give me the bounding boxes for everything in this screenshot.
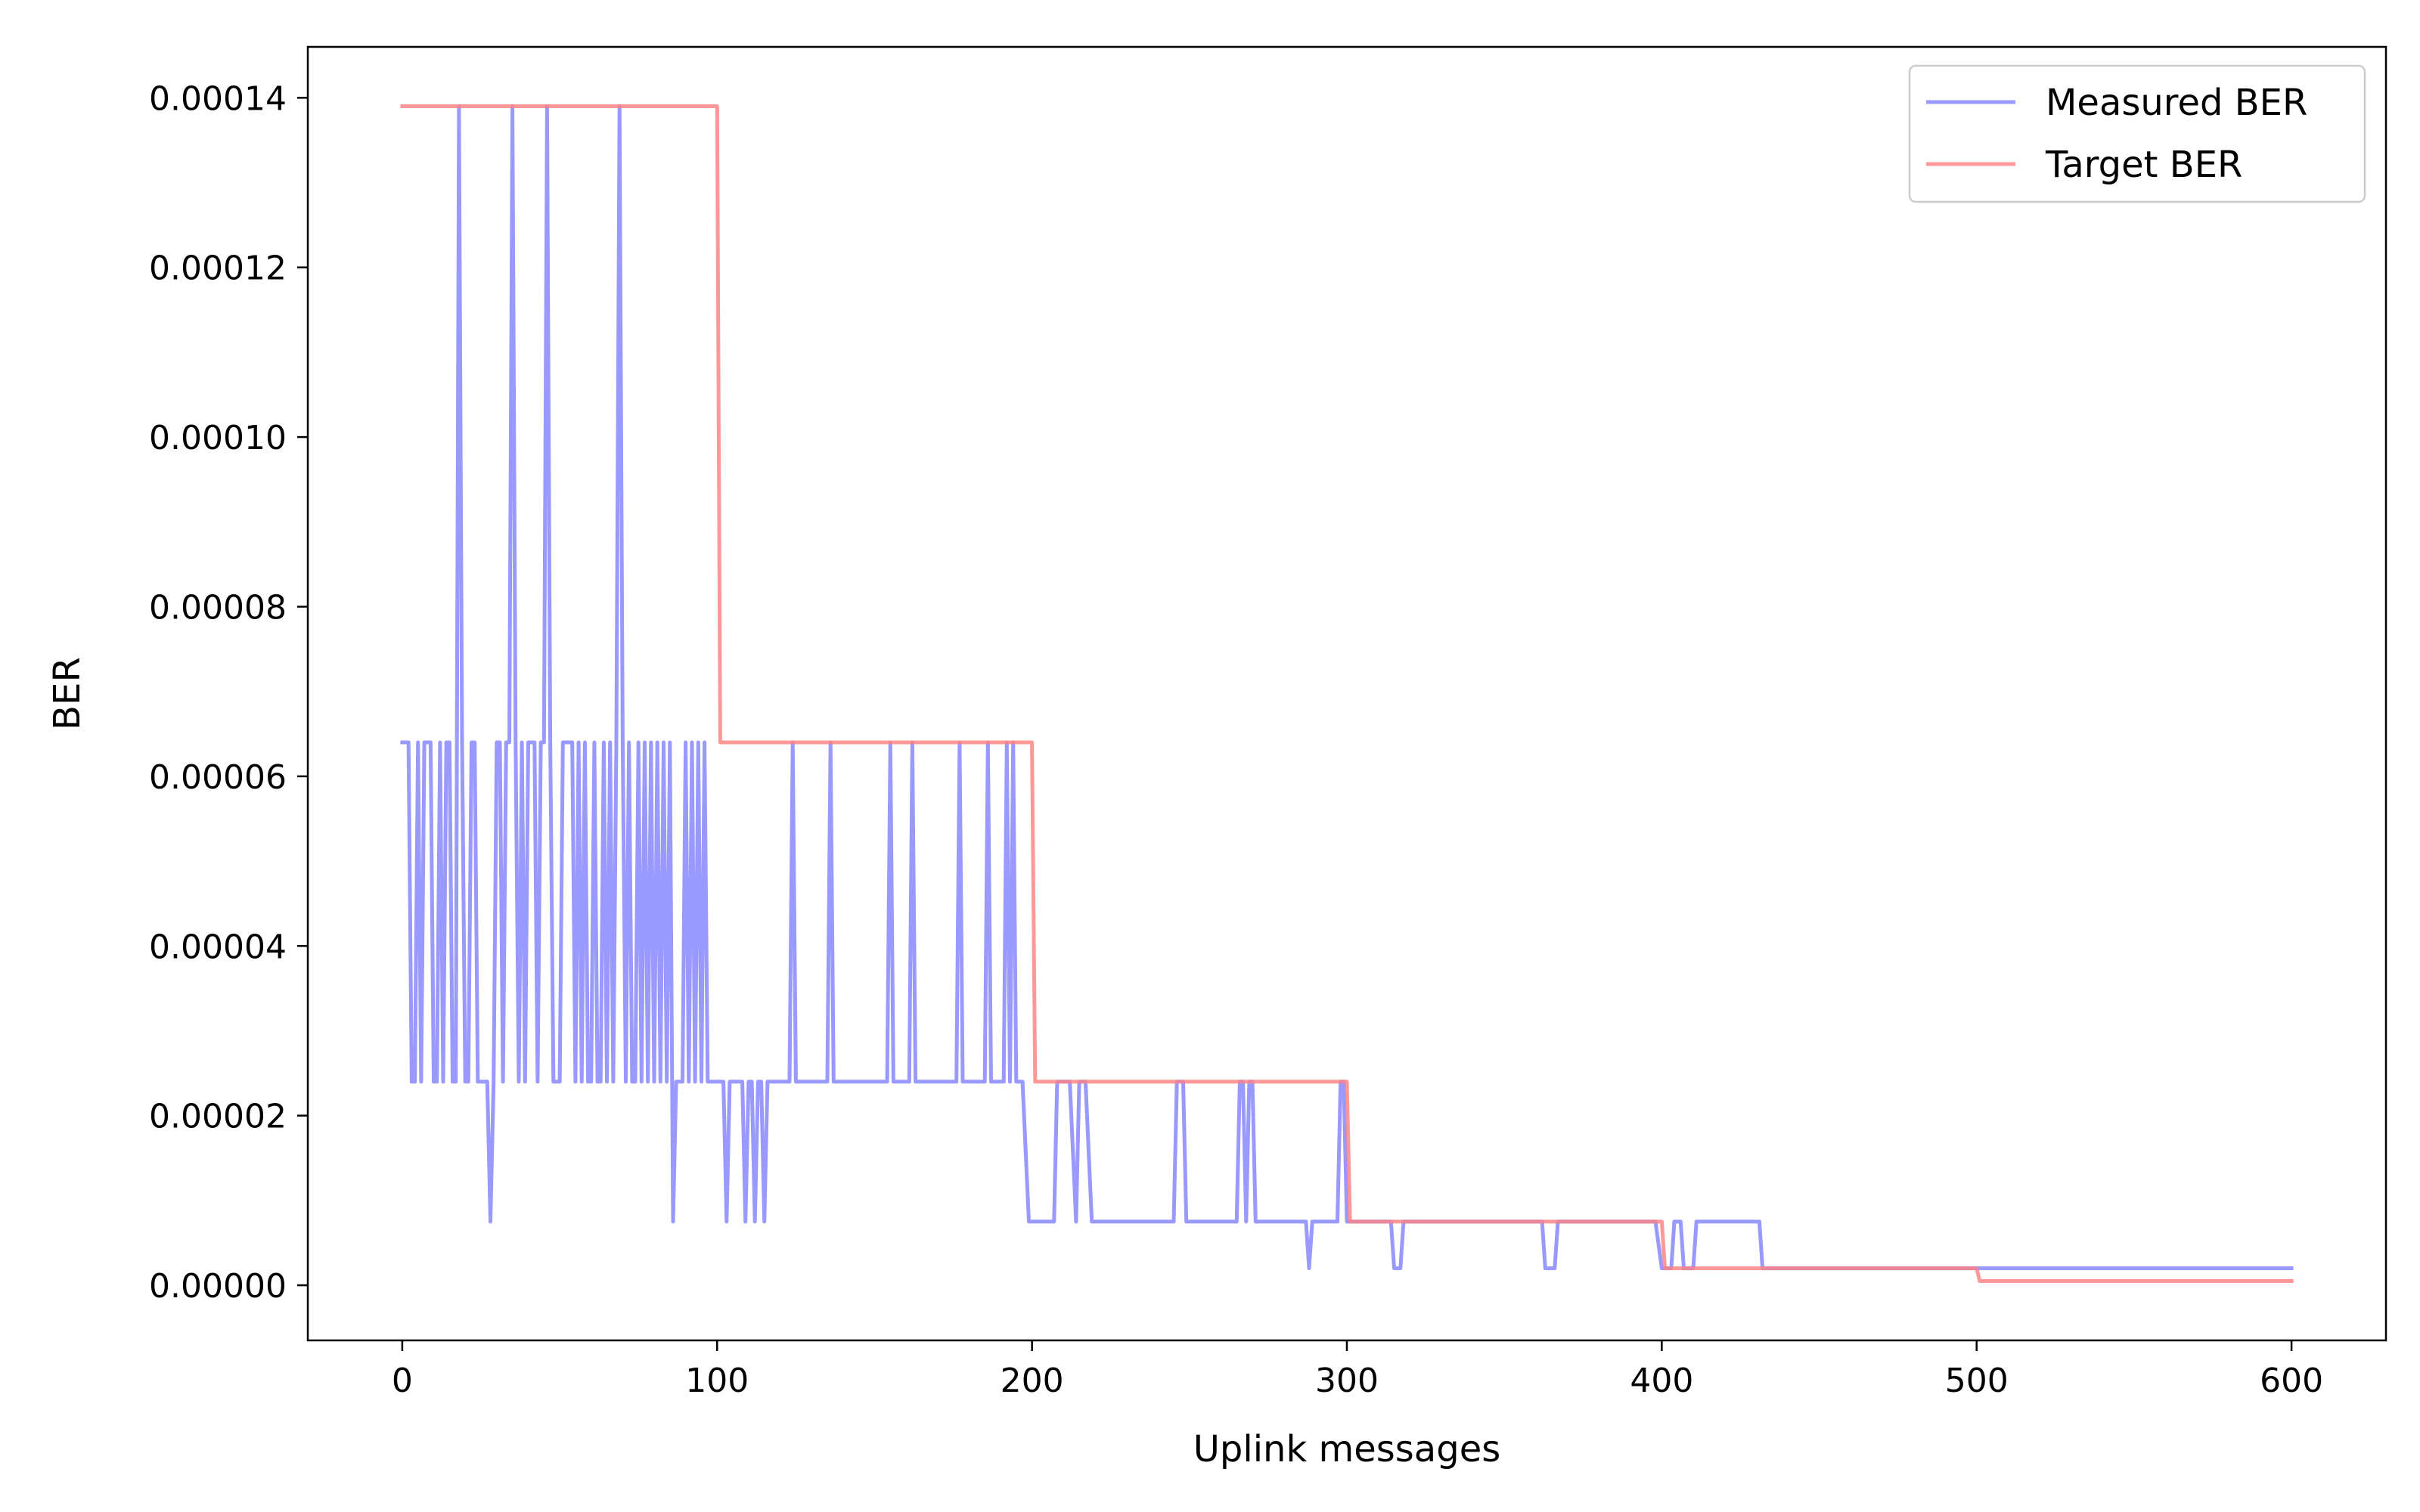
y-axis: 0.00000 0.00002 0.00004 0.00006 0.00008 0.000… — [149, 79, 308, 1306]
x-tick-label: 100 — [685, 1362, 749, 1400]
series-layer — [400, 104, 2294, 1283]
y-axis-label: BER — [46, 657, 88, 730]
y-tick-label: 0.00010 — [149, 419, 287, 457]
x-axis: 0 100 200 300 400 500 600 — [392, 1340, 2323, 1400]
series-line-target-ber — [400, 104, 2294, 1283]
legend-label-measured-ber: Measured BER — [2046, 82, 2307, 124]
x-tick-label: 500 — [1945, 1362, 2009, 1400]
x-tick-label: 0 — [392, 1362, 413, 1400]
x-tick-label: 300 — [1315, 1362, 1379, 1400]
y-tick-label: 0.00002 — [149, 1098, 287, 1136]
y-tick-label: 0.00004 — [149, 928, 287, 966]
legend-label-target-ber: Target BER — [2045, 144, 2242, 186]
x-tick-label: 400 — [1630, 1362, 1693, 1400]
x-tick-label: 200 — [1001, 1362, 1064, 1400]
y-tick-label: 0.00014 — [149, 79, 287, 118]
y-tick-label: 0.00012 — [149, 249, 287, 288]
x-axis-label: Uplink messages — [1193, 1428, 1500, 1470]
legend: Measured BER Target BER — [1908, 64, 2366, 203]
legend-box — [1908, 64, 2366, 203]
y-tick-label: 0.00006 — [149, 758, 287, 797]
y-tick-label: 0.00008 — [149, 588, 287, 627]
x-tick-label: 600 — [2260, 1362, 2323, 1400]
y-tick-label: 0.00000 — [149, 1267, 287, 1306]
